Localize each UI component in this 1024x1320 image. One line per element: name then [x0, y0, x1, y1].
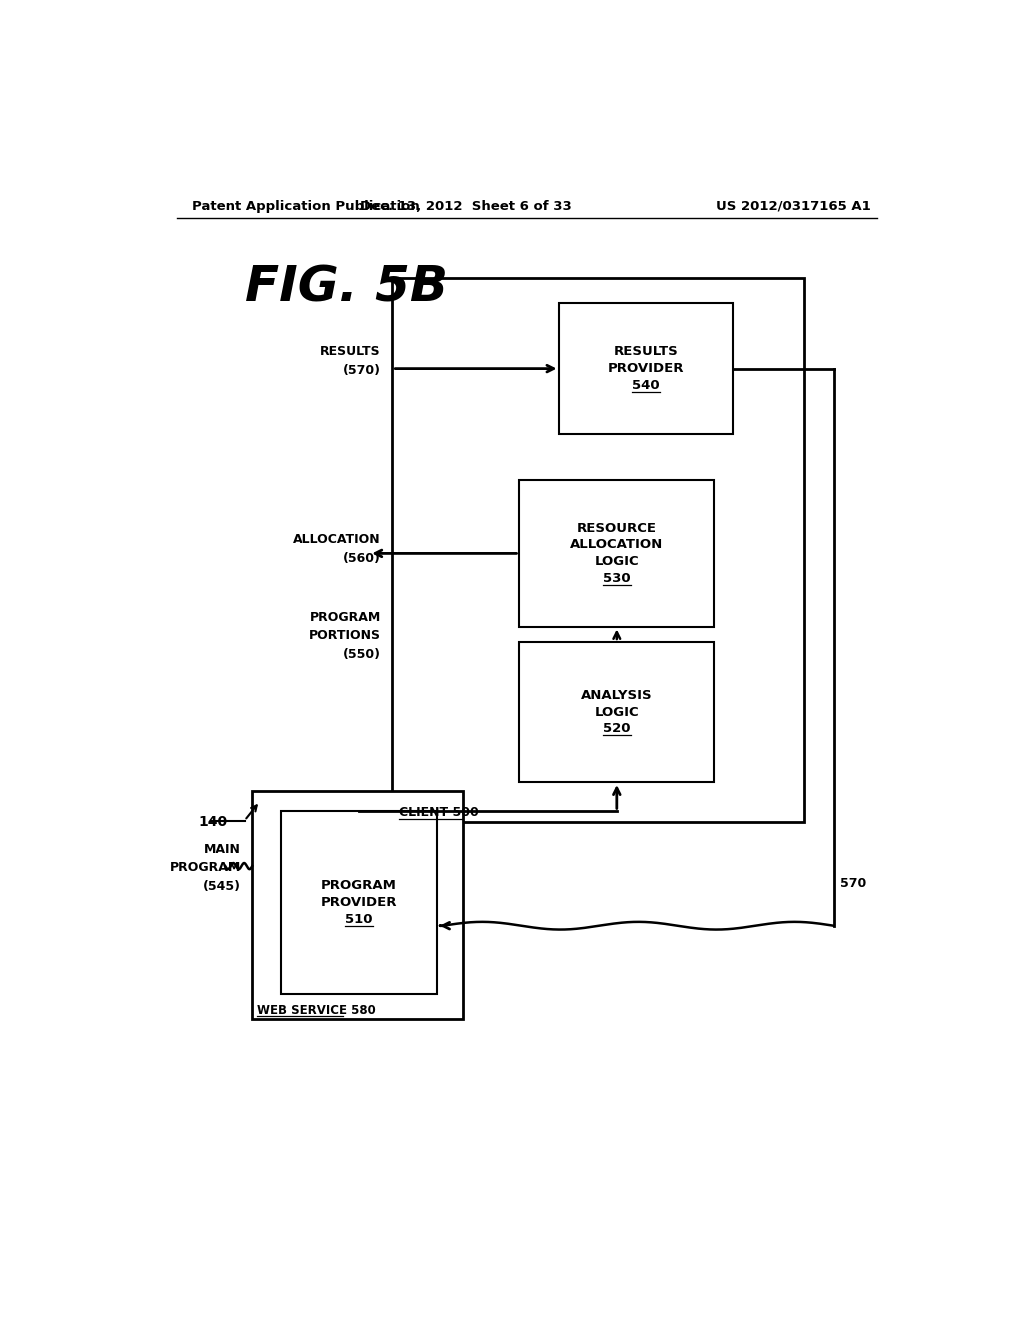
- Text: LOGIC: LOGIC: [595, 705, 639, 718]
- Text: PORTIONS: PORTIONS: [309, 630, 381, 643]
- Text: (560): (560): [343, 552, 381, 565]
- Text: CLIENT 500: CLIENT 500: [398, 807, 478, 820]
- Bar: [392, 277, 804, 822]
- Text: PROGRAM: PROGRAM: [321, 879, 397, 892]
- Text: WEB SERVICE 580: WEB SERVICE 580: [257, 1003, 376, 1016]
- Text: (550): (550): [343, 648, 381, 661]
- Text: PROVIDER: PROVIDER: [321, 896, 397, 909]
- Bar: [559, 304, 733, 434]
- Text: (570): (570): [343, 363, 381, 376]
- Text: PROGRAM: PROGRAM: [309, 611, 381, 624]
- Text: 570: 570: [840, 876, 866, 890]
- Text: 540: 540: [632, 379, 659, 392]
- Text: 520: 520: [603, 722, 631, 735]
- Text: FIG. 5B: FIG. 5B: [245, 264, 447, 312]
- Text: 530: 530: [603, 573, 631, 585]
- Text: RESULTS: RESULTS: [321, 345, 381, 358]
- Text: Patent Application Publication: Patent Application Publication: [193, 199, 420, 213]
- Text: (545): (545): [203, 879, 241, 892]
- Text: 510: 510: [345, 913, 373, 927]
- Text: ALLOCATION: ALLOCATION: [570, 539, 664, 552]
- Text: LOGIC: LOGIC: [595, 556, 639, 569]
- Text: RESULTS: RESULTS: [613, 345, 679, 358]
- Text: PROVIDER: PROVIDER: [608, 362, 684, 375]
- Text: US 2012/0317165 A1: US 2012/0317165 A1: [716, 199, 870, 213]
- Text: ALLOCATION: ALLOCATION: [293, 533, 381, 546]
- Bar: [519, 480, 714, 627]
- Text: PROGRAM: PROGRAM: [169, 861, 241, 874]
- Text: 140: 140: [199, 816, 227, 829]
- Text: MAIN: MAIN: [204, 842, 241, 855]
- Text: RESOURCE: RESOURCE: [577, 521, 656, 535]
- Bar: [519, 642, 714, 781]
- Text: Dec. 13, 2012  Sheet 6 of 33: Dec. 13, 2012 Sheet 6 of 33: [359, 199, 571, 213]
- Bar: [252, 792, 463, 1019]
- Bar: [281, 812, 437, 994]
- Text: ANALYSIS: ANALYSIS: [581, 689, 652, 702]
